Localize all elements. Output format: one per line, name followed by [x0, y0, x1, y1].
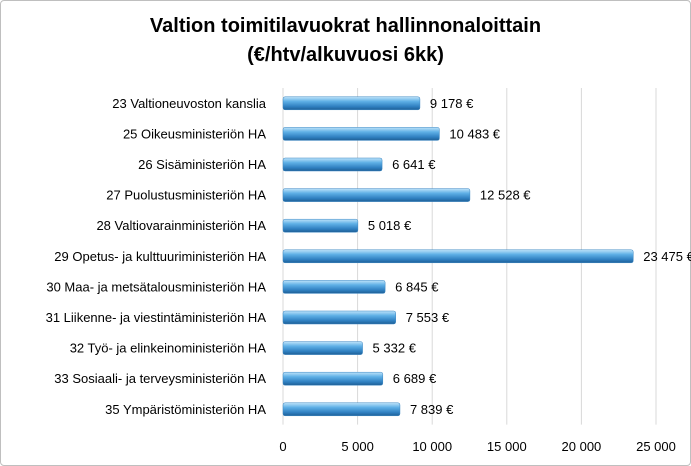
data-label: 23 475 €	[643, 249, 691, 264]
bar	[282, 341, 363, 355]
data-label: 7 553 €	[406, 310, 450, 325]
chart-title-line-1: Valtion toimitilavuokrat hallinnonaloitt…	[149, 15, 542, 37]
data-label: 6 845 €	[395, 279, 439, 294]
bar	[282, 188, 471, 202]
category-label: 23 Valtioneuvoston kanslia	[112, 96, 266, 111]
category-label: 32 Työ- ja elinkeinoministeriön HA	[70, 341, 267, 356]
bar	[282, 402, 401, 417]
category-label: 31 Liikenne- ja viestintäministeriön HA	[46, 310, 267, 325]
chart-title-line-2: (€/htv/alkuvuosi 6kk)	[247, 44, 444, 66]
data-label: 9 178 €	[430, 96, 474, 111]
category-label: 27 Puolustusministeriön HA	[106, 188, 266, 203]
x-tick-label: 20 000	[562, 439, 602, 454]
bar	[282, 218, 359, 233]
x-tick-label: 15 000	[487, 439, 527, 454]
data-label: 7 839 €	[410, 402, 454, 417]
data-label: 5 332 €	[373, 341, 417, 356]
bar	[282, 249, 634, 264]
chart-title: Valtion toimitilavuokrat hallinnonaloitt…	[0, 12, 691, 70]
category-label: 26 Sisäministeriön HA	[138, 157, 266, 172]
data-label: 12 528 €	[480, 188, 531, 203]
category-label: 30 Maa- ja metsätalousministeriön HA	[46, 279, 266, 294]
category-label: 33 Sosiaali- ja terveysministeriön HA	[54, 371, 266, 386]
bar	[282, 310, 396, 325]
x-tick-label: 10 000	[412, 439, 452, 454]
bar	[282, 280, 386, 294]
data-label: 5 018 €	[368, 218, 412, 233]
bar	[282, 157, 383, 172]
x-tick-label: 25 000	[636, 439, 676, 454]
data-label: 6 689 €	[393, 371, 437, 386]
x-tick-label: 5 000	[341, 439, 374, 454]
data-label: 10 483 €	[449, 126, 500, 141]
category-label: 35 Ympäristöministeriön HA	[105, 402, 266, 417]
x-tick-label: 0	[279, 439, 286, 454]
bar	[282, 127, 440, 141]
category-label: 29 Opetus- ja kulttuuriministeriön HA	[54, 249, 266, 264]
category-label: 28 Valtiovarainministeriön HA	[96, 218, 266, 233]
bar	[282, 96, 421, 111]
data-label: 6 641 €	[392, 157, 436, 172]
bar	[282, 371, 384, 386]
category-label: 25 Oikeusministeriön HA	[123, 126, 266, 141]
